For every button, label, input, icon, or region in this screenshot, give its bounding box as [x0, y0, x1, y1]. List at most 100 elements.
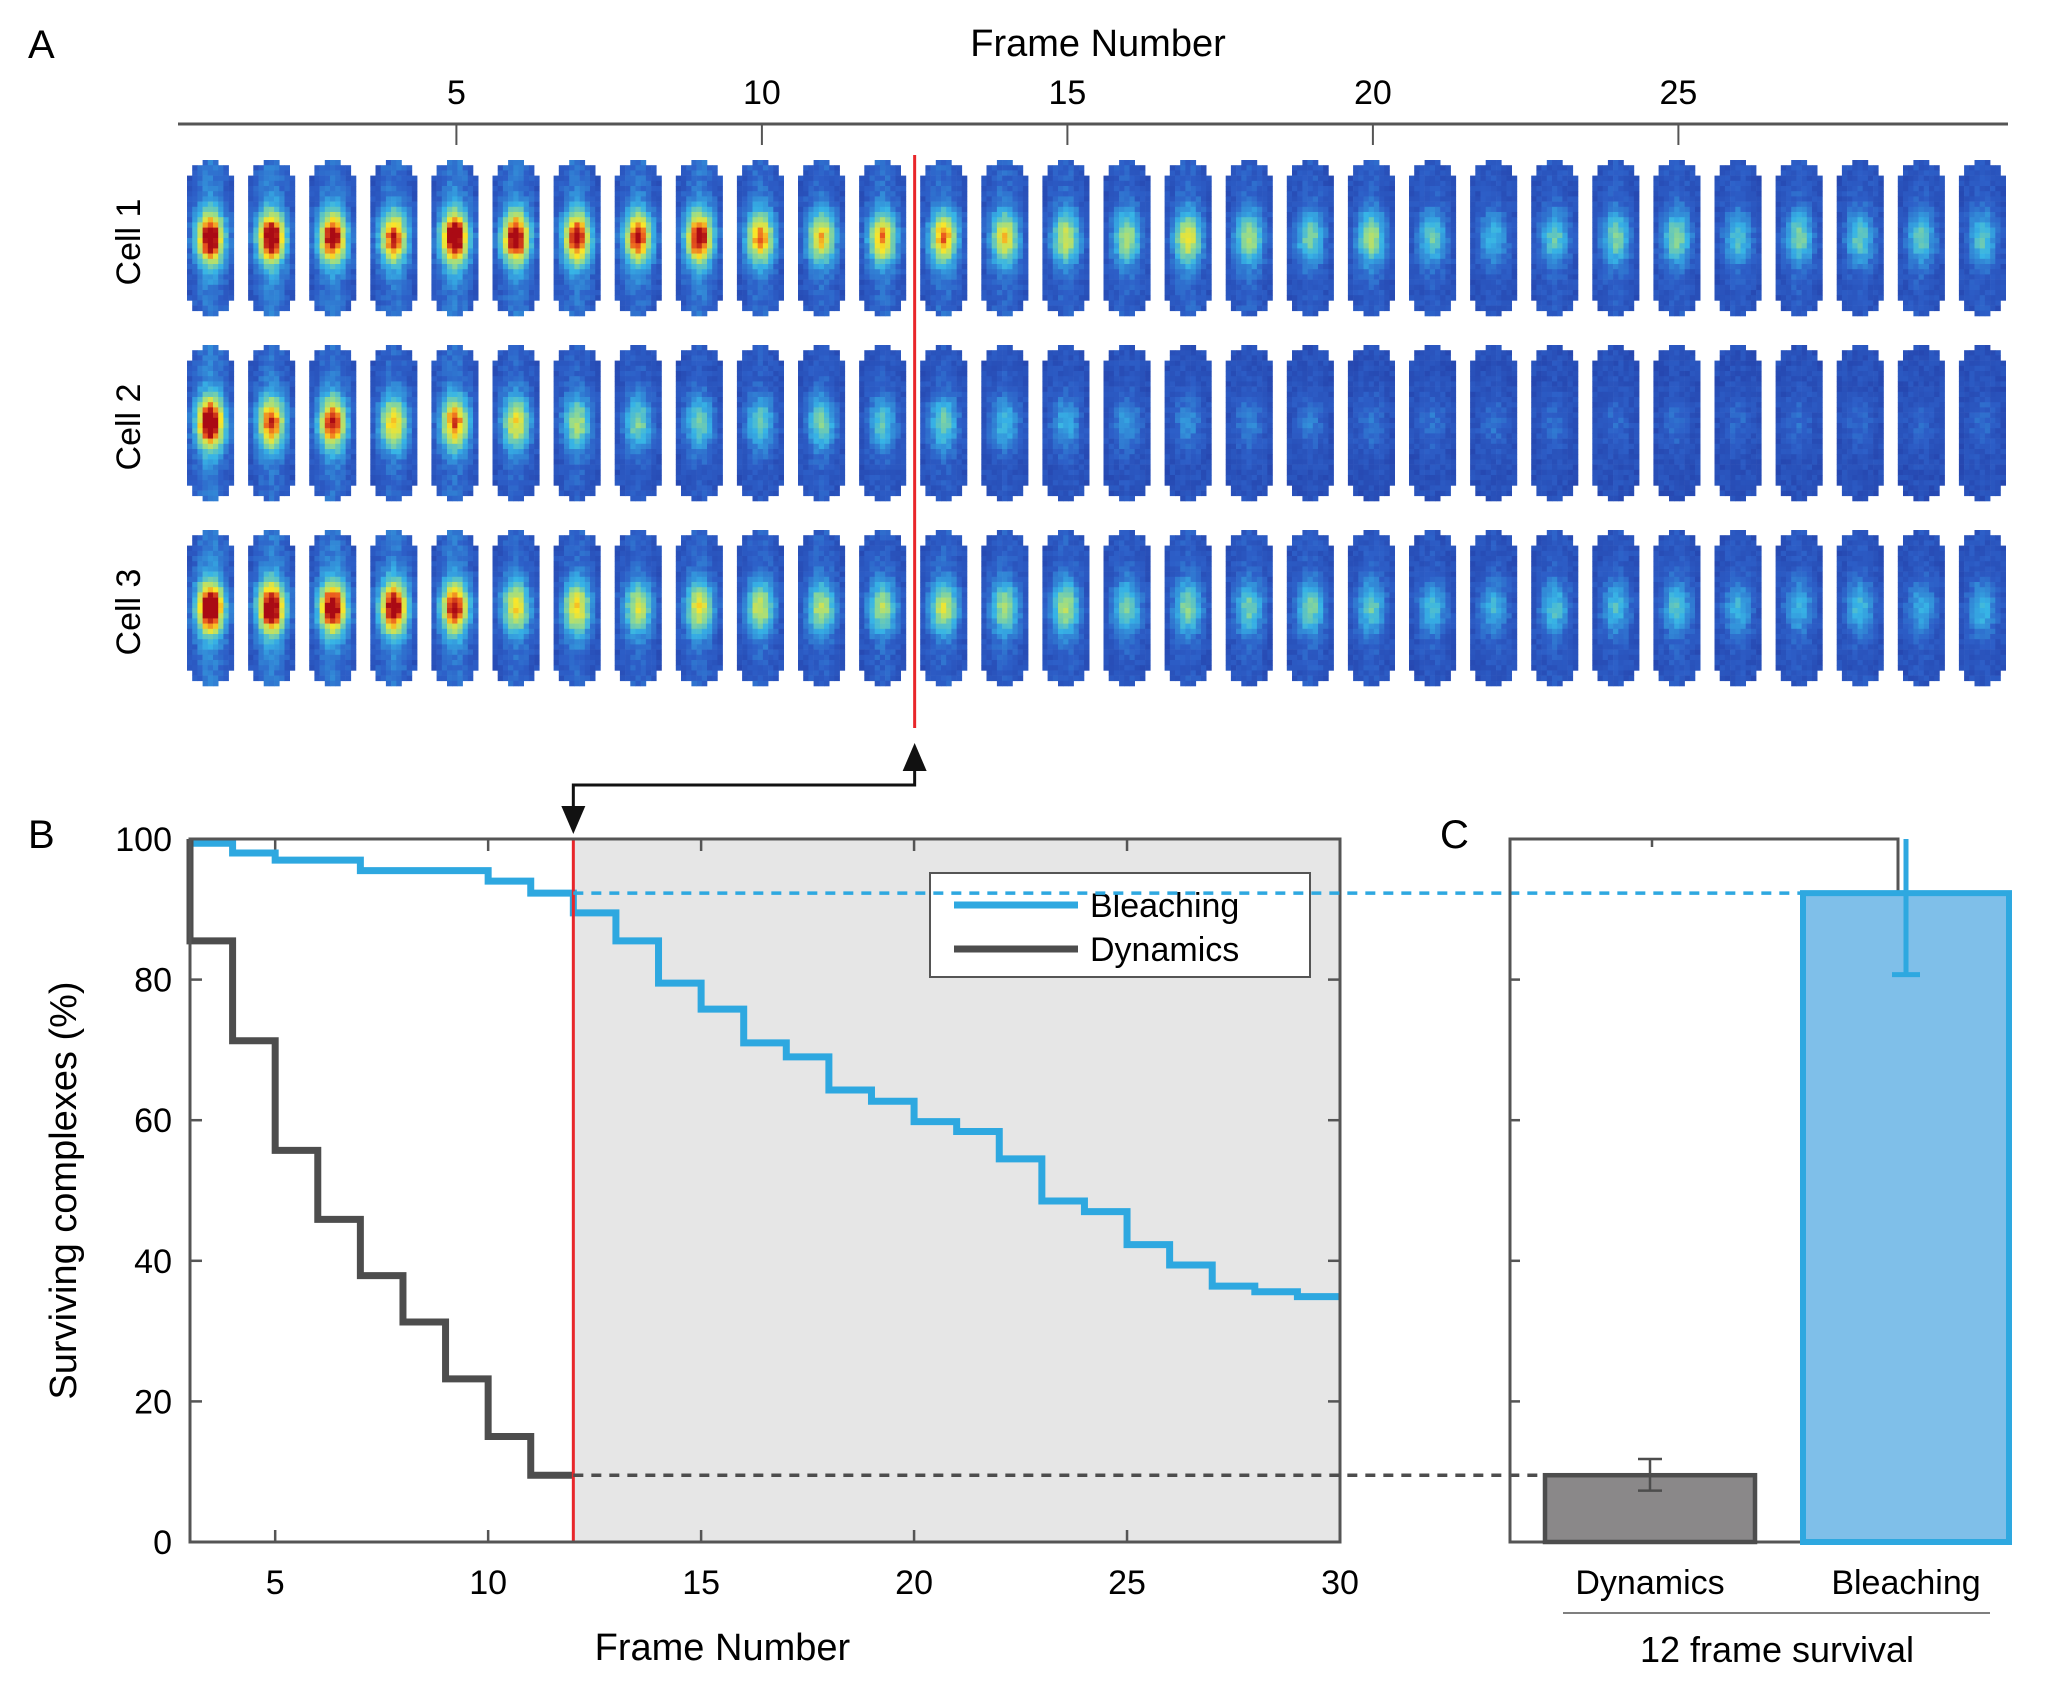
panel-label-c: C: [1440, 813, 1469, 857]
panel-a-tick-label: 10: [743, 74, 781, 112]
cell-image: [798, 530, 846, 687]
cell-image: [859, 530, 907, 687]
panel-a-axis-title: Frame Number: [970, 23, 1226, 65]
cell-image: [1225, 345, 1273, 502]
cell-image: [370, 530, 418, 687]
cell-image: [736, 345, 784, 502]
cell-image: [1103, 345, 1151, 502]
cell-image: [1225, 530, 1273, 687]
cell-image: [492, 530, 540, 687]
cell-image: [1653, 530, 1701, 687]
cell-image: [736, 530, 784, 687]
cell-image: [1714, 345, 1762, 502]
cell-image: [1347, 345, 1395, 502]
cell-image: [248, 345, 296, 502]
cell-image: [431, 160, 479, 317]
arrow-head-up-icon: [902, 743, 927, 771]
cell-image: [1470, 530, 1518, 687]
bar-x-axis-title: 12 frame survival: [1640, 1629, 1914, 1670]
cell-image: [859, 160, 907, 317]
cell-image: [1225, 160, 1273, 317]
cell-image: [1164, 160, 1212, 317]
panel-a-tick-label: 25: [1659, 74, 1697, 112]
cell-image: [553, 530, 601, 687]
panel-a-tick-label: 5: [447, 74, 466, 112]
x-tick-label: 25: [1108, 1564, 1146, 1602]
cell-image: [248, 530, 296, 687]
cell-row-label: Cell 3: [110, 569, 148, 656]
x-tick-label: 30: [1321, 1564, 1359, 1602]
cell-image: [675, 530, 723, 687]
y-tick-label: 100: [115, 821, 172, 859]
cell-image: [1714, 160, 1762, 317]
y-axis-title: Surviving complexes (%): [43, 981, 85, 1399]
bar-category-label: Bleaching: [1831, 1564, 1980, 1602]
cell-image: [1042, 345, 1090, 502]
cell-image: [798, 345, 846, 502]
cell-image: [1042, 530, 1090, 687]
cell-image: [920, 530, 968, 687]
cell-image: [981, 160, 1029, 317]
bar-category-label: Dynamics: [1575, 1564, 1724, 1602]
cell-image: [675, 345, 723, 502]
panel-a-tick-label: 20: [1354, 74, 1392, 112]
cell-image: [1775, 160, 1823, 317]
x-axis-title: Frame Number: [595, 1627, 851, 1669]
frame-link-arrow: [561, 743, 927, 834]
legend-box: [929, 872, 1311, 978]
x-tick-label: 10: [469, 1564, 507, 1602]
cell-image: [1347, 530, 1395, 687]
cell-image: [1714, 530, 1762, 687]
y-tick-label: 20: [134, 1383, 172, 1421]
panel-a-tick-label: 15: [1048, 74, 1086, 112]
cell-image: [187, 530, 235, 687]
cell-image: [1531, 160, 1579, 317]
cell-image: [1531, 530, 1579, 687]
cell-image: [309, 345, 357, 502]
cell-image: [1409, 160, 1457, 317]
cell-image: [675, 160, 723, 317]
cell-image: [1347, 160, 1395, 317]
cell-image: [1836, 160, 1884, 317]
cell-image: [1592, 345, 1640, 502]
cell-image: [614, 345, 662, 502]
bar-bleaching: [1800, 890, 2012, 1545]
cell-image: [248, 160, 296, 317]
series-line-dynamics: [186, 839, 574, 1479]
cell-image: [1958, 160, 2006, 317]
cell-image: [1836, 345, 1884, 502]
cell-image: [859, 345, 907, 502]
cell-image: [981, 530, 1029, 687]
cell-image: [614, 160, 662, 317]
cell-image: [736, 160, 784, 317]
cell-image: [1897, 530, 1945, 687]
cell-image: [1164, 345, 1212, 502]
cell-image: [1470, 160, 1518, 317]
panel-b: 5 10 15 20 25 30 0 20 40 60 80 100 Frame Number Survi…: [43, 821, 1359, 1669]
cell-image: [1531, 345, 1579, 502]
cell-image: [920, 160, 968, 317]
cell-image: [1592, 530, 1640, 687]
y-tick-label: 40: [134, 1243, 172, 1281]
panel-a: Frame Number 5 10 15 20 25 Cell 1 Cell 2 Cell …: [110, 23, 2008, 728]
legend-label-bleaching: Bleaching: [1090, 887, 1239, 925]
cell-image: [1286, 530, 1334, 687]
cell-image: [431, 345, 479, 502]
cell-image: [553, 160, 601, 317]
cell-image: [1470, 345, 1518, 502]
cell-image: [553, 345, 601, 502]
series-line-bleaching: [186, 839, 1340, 1301]
cell-image: [309, 530, 357, 687]
cell-image: [1653, 160, 1701, 317]
cell-image: [309, 160, 357, 317]
y-tick-label: 0: [153, 1524, 172, 1562]
cell-image: [187, 160, 235, 317]
panel-label-a: A: [28, 23, 55, 67]
cell-image: [920, 345, 968, 502]
cell-image: [1653, 345, 1701, 502]
panel-c: Dynamics Bleaching 12 frame survival: [573, 837, 2012, 1670]
cell-image: [370, 160, 418, 317]
cell-image: [1836, 530, 1884, 687]
x-tick-label: 20: [895, 1564, 933, 1602]
